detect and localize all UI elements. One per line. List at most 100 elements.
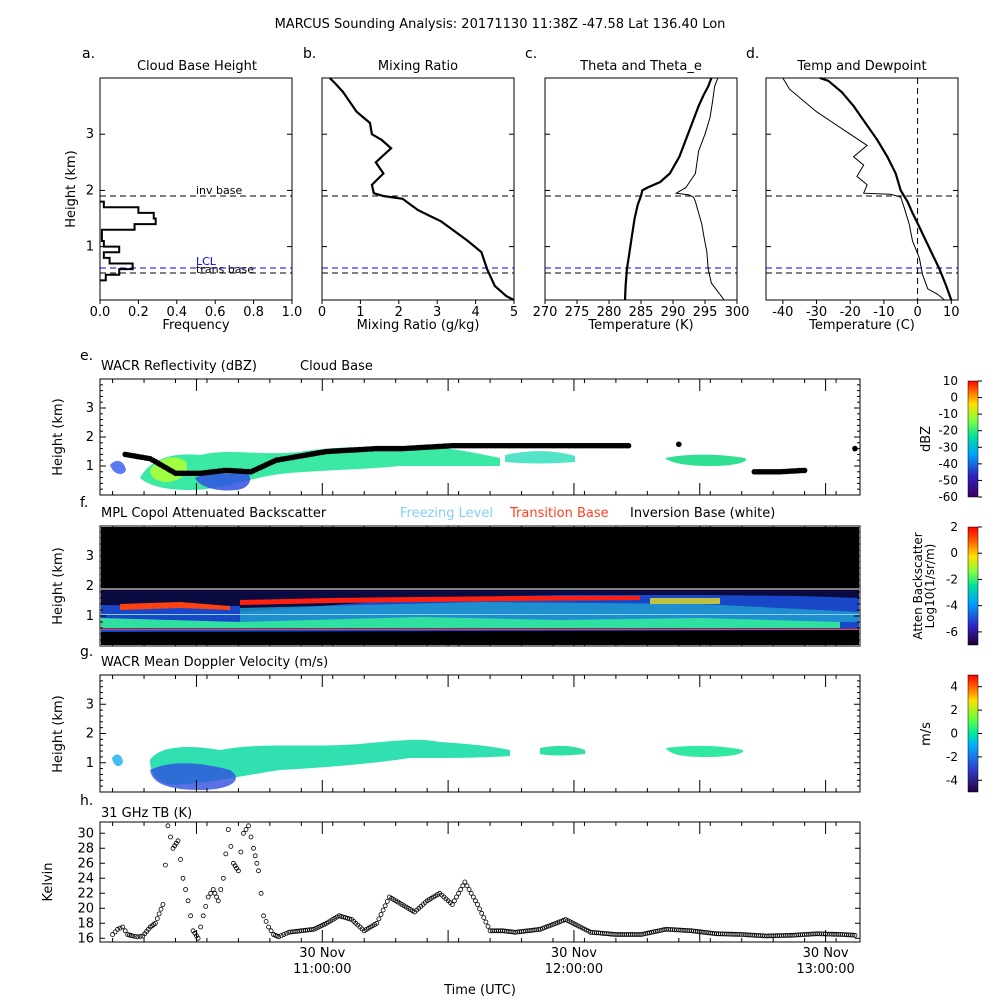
tb-point bbox=[188, 913, 194, 919]
velocity-cloud-far bbox=[666, 745, 744, 757]
panel-e-ylabel: Height (km) bbox=[51, 398, 66, 475]
panel-f-ticks: 1 2 3 bbox=[86, 526, 860, 646]
tb-point bbox=[342, 915, 348, 920]
tb-point bbox=[464, 883, 470, 889]
tb-point bbox=[544, 924, 550, 930]
panel-d-letter: d. bbox=[746, 46, 759, 62]
mpl-yellow-east bbox=[650, 598, 720, 604]
colorbar-tick-label: 0 bbox=[950, 546, 958, 560]
panel-e-ytick-label: 3 bbox=[86, 401, 94, 416]
panel-b-xtick-label: 3 bbox=[433, 305, 441, 320]
velocity-cloud-blue bbox=[150, 763, 236, 790]
panel-b-xtick-label: 0 bbox=[318, 305, 326, 320]
panel-c-xlabel: Temperature (K) bbox=[587, 318, 693, 333]
panel-b-xtick-label: 1 bbox=[356, 305, 364, 320]
velocity-colorbar-label: m/s bbox=[919, 722, 934, 746]
tb-point bbox=[162, 862, 168, 868]
tb-points bbox=[110, 823, 858, 941]
panel-h-ytick-label: 30 bbox=[77, 826, 94, 841]
tb-point bbox=[235, 868, 241, 874]
panel-c-xtick-label: 285 bbox=[629, 305, 654, 320]
tb-point bbox=[535, 927, 541, 932]
panel-h-ytick-label: 20 bbox=[77, 901, 94, 916]
colorbar-tick-label: 0 bbox=[950, 391, 958, 405]
dbz-colorbar-ticks: 10 0 -10 -20 -30 -40 -50 -60 bbox=[938, 374, 982, 504]
tb-point bbox=[218, 887, 224, 892]
panel-g-ytick-label: 3 bbox=[86, 697, 94, 712]
panel-b-xtick-label: 2 bbox=[395, 305, 403, 320]
tb-point bbox=[548, 922, 554, 928]
panel-c-lines bbox=[545, 77, 737, 301]
panel-a-xtick-label: 0.4 bbox=[166, 305, 187, 320]
panel-e-title: WACR Reflectivity (dBZ) bbox=[101, 359, 257, 374]
panel-c-xtick-label: 280 bbox=[597, 305, 622, 320]
panel-d-series-1 bbox=[782, 77, 945, 301]
panel-h-ytick-label: 28 bbox=[77, 841, 94, 856]
tb-point bbox=[254, 860, 260, 866]
panel-a-ylabel: Height (km) bbox=[64, 150, 79, 227]
panel-f-ylabel: Height (km) bbox=[51, 547, 66, 624]
legend-transition-base: Transition Base bbox=[509, 506, 609, 521]
panel-b-series-0 bbox=[328, 77, 515, 301]
time-tick-time: 13:00:00 bbox=[796, 962, 854, 977]
panel-h-ytick-label: 22 bbox=[77, 886, 94, 901]
tb-point bbox=[154, 916, 160, 921]
mpl-colorbar-label2: Log10(1/sr/m) bbox=[923, 544, 937, 629]
colorbar-tick-label: 0 bbox=[950, 727, 958, 741]
tb-point bbox=[185, 898, 191, 904]
time-tick-date: 30 Nov bbox=[299, 946, 345, 961]
tb-point bbox=[336, 913, 342, 919]
tb-point bbox=[483, 919, 489, 925]
panel-a-xtick-label: 0.8 bbox=[243, 305, 264, 320]
mpl-colorbar-label: Atten Backscatter bbox=[911, 532, 925, 639]
colorbar-tick-label: 2 bbox=[950, 520, 958, 534]
time-axis-label: Time (UTC) bbox=[443, 983, 516, 998]
tb-point bbox=[374, 920, 380, 926]
label-inv-base: inv base bbox=[196, 184, 242, 197]
tb-point bbox=[378, 912, 384, 917]
panel-c-ticks: 270 275 280 285 290 295 300 bbox=[533, 133, 749, 320]
cloud-base-histogram bbox=[100, 200, 157, 282]
colorbar-tick-label: 10 bbox=[943, 374, 958, 388]
tb-point bbox=[550, 922, 556, 927]
tb-point bbox=[198, 924, 204, 930]
panel-a-ytick-label: 1 bbox=[86, 240, 94, 255]
panel-a-ytick-label: 2 bbox=[86, 183, 94, 198]
tb-point bbox=[214, 894, 220, 900]
panel-d-xtick-label: -10 bbox=[873, 305, 894, 320]
velocity-cloud-east bbox=[540, 745, 585, 756]
panel-b-mixing-ratio: b. Mixing Ratio 0 1 2 3 4 5 Mixing Ratio (g/k… bbox=[303, 46, 518, 333]
velocity-colorbar-ticks: 4 2 0 -2 -4 bbox=[946, 680, 982, 787]
tb-point bbox=[485, 924, 491, 929]
panel-b-xtick-label: 4 bbox=[471, 305, 479, 320]
panel-h-letter: h. bbox=[80, 793, 93, 809]
tb-point bbox=[137, 934, 143, 939]
tb-point bbox=[258, 890, 264, 896]
tb-point bbox=[850, 932, 856, 938]
panel-g-ytick-label: 2 bbox=[86, 727, 94, 742]
panel-a-xtick-label: 1.0 bbox=[282, 305, 303, 320]
label-trans-base: trans base bbox=[196, 263, 254, 276]
tb-point bbox=[276, 934, 282, 940]
tb-point bbox=[252, 853, 258, 859]
tb-point bbox=[559, 918, 564, 924]
legend-freezing-level: Freezing Level bbox=[400, 506, 493, 521]
tb-point bbox=[268, 928, 274, 934]
panel-g-ylabel: Height (km) bbox=[51, 695, 66, 772]
tb-point bbox=[130, 933, 136, 939]
colorbar-tick-label: 2 bbox=[950, 703, 958, 717]
panel-c-xtick-label: 270 bbox=[533, 305, 558, 320]
panel-b-ticks: 0 1 2 3 4 5 bbox=[318, 133, 518, 320]
tb-point bbox=[240, 830, 246, 836]
panel-c-series-0 bbox=[623, 77, 713, 301]
panel-f-ytick-label: 1 bbox=[86, 609, 94, 624]
panel-d-xtick-label: 0 bbox=[913, 305, 921, 320]
panel-e-ytick-label: 1 bbox=[86, 459, 94, 474]
panel-b-xlabel: Mixing Ratio (g/kg) bbox=[357, 318, 480, 333]
tb-point bbox=[468, 890, 474, 896]
tb-point bbox=[180, 875, 186, 881]
tb-point bbox=[546, 923, 552, 929]
cloud-base-point bbox=[852, 445, 858, 452]
tb-point bbox=[165, 823, 171, 829]
panel-h-title: 31 GHz TB (K) bbox=[101, 806, 192, 821]
